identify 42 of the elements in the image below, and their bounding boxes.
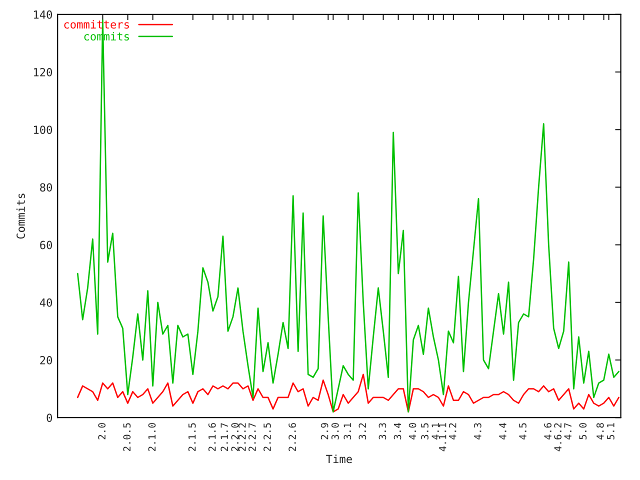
x-tick-label: 4.4	[499, 422, 506, 440]
x-tick-label: 5.0	[579, 423, 587, 440]
y-tick-label: 100	[34, 126, 52, 134]
x-tick-label: 4.6.2	[554, 423, 562, 452]
y-axis-title: Commits	[16, 194, 25, 239]
y-tick-label: 80	[40, 183, 52, 192]
x-tick-label: 2.2.0	[231, 423, 239, 452]
x-tick-label: 2.9	[320, 423, 328, 440]
x-tick-label: 2.1.0	[148, 423, 156, 452]
y-tick-label: 0	[46, 414, 52, 422]
x-tick-label: 2.0	[98, 423, 106, 440]
x-tick-label: 3.4	[394, 422, 402, 440]
x-tick-label: 4.1	[432, 423, 439, 440]
y-tick-label: 40	[40, 298, 52, 307]
x-tick-label: 4.5	[519, 423, 526, 440]
x-tick-label: 3.3	[378, 423, 386, 440]
x-tick-label: 2.0.5	[123, 423, 131, 452]
x-tick-label: 3.1	[344, 423, 352, 440]
y-tick-label: 140	[34, 10, 52, 19]
x-tick-label: 3.2	[358, 423, 366, 440]
x-tick-label: 4.3	[474, 423, 482, 440]
x-tick-label: 4.7	[564, 423, 572, 440]
x-tick-label: 3.0	[331, 423, 339, 440]
x-tick-label: 4.1.1	[439, 423, 446, 452]
x-tick-label: 4.0	[408, 423, 416, 440]
x-axis-title: Time	[326, 454, 352, 464]
x-tick-label: 2.1.5	[188, 423, 196, 452]
x-tick-label: 2.2.2	[238, 423, 246, 452]
y-tick-label: 20	[40, 356, 52, 364]
x-tick-label: 2.2.5	[264, 423, 271, 452]
x-tick-label: 2.2.7	[248, 423, 256, 452]
line-series	[76, 374, 620, 413]
x-tick-label: 3.5	[421, 423, 428, 440]
x-tick-label: 4.8	[596, 423, 604, 440]
y-tick-label: 120	[34, 68, 52, 76]
x-tick-label: 2.1.6	[208, 423, 216, 452]
x-tick-label: 5.1	[607, 423, 614, 440]
x-tick-label: 2.1.7	[220, 423, 228, 452]
x-tick-label: 2.2.6	[288, 423, 296, 452]
x-tick-label: 4.2	[448, 423, 456, 440]
x-tick-label: 4.6	[544, 423, 552, 440]
y-tick-label: 60	[40, 240, 52, 250]
